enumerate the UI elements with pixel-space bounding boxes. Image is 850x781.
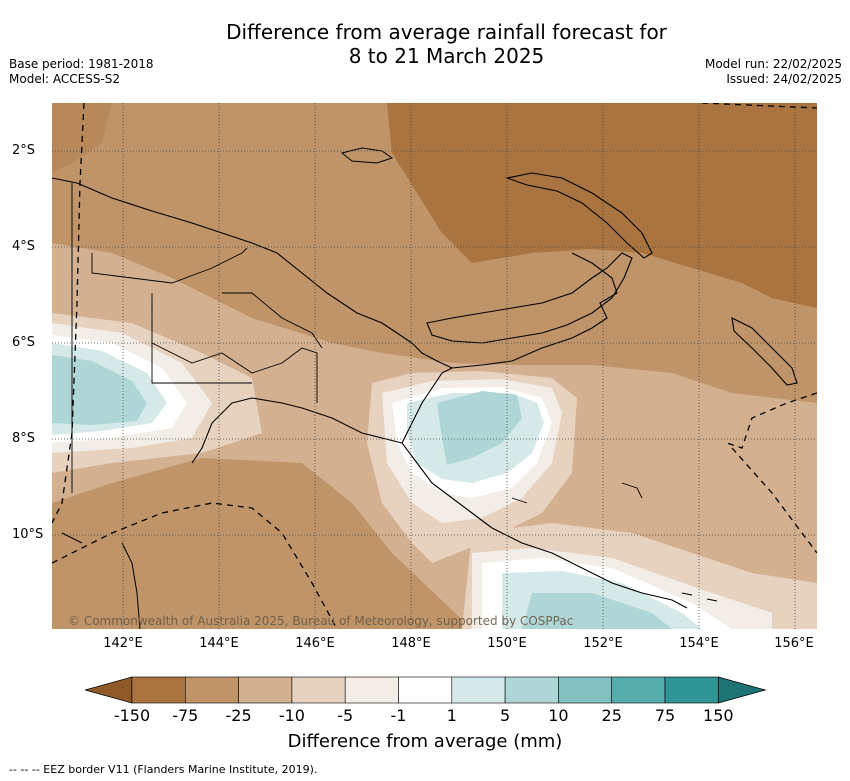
colorbar-segment <box>558 676 612 704</box>
colorbar-tick-label: -5 <box>337 706 354 725</box>
colorbar-tick-label: 150 <box>703 706 734 725</box>
coastline-new-britain <box>426 252 633 344</box>
lat-label: 6°S <box>12 335 36 350</box>
lat-label: 8°S <box>12 431 36 446</box>
title-line-2: 8 to 21 March 2025 <box>348 44 545 68</box>
colorbar-segment <box>131 676 186 704</box>
colorbar-tick-label: -75 <box>172 706 199 725</box>
rainfall-map[interactable] <box>52 103 817 629</box>
colorbar-tick-label: -1 <box>390 706 407 725</box>
province-borders <box>71 183 323 493</box>
coastline-mainland <box>52 177 688 609</box>
colorbar-segment <box>504 676 559 704</box>
shade-dark-ne <box>387 103 817 308</box>
colorbar-arrow-left <box>85 676 133 704</box>
colorbar-tick-label: 25 <box>601 706 622 725</box>
colorbar-tick-label: -10 <box>278 706 305 725</box>
colorbar-segment <box>291 676 346 704</box>
colorbar-segment <box>664 676 719 704</box>
coastline-manus <box>340 147 394 164</box>
lon-label: 146°E <box>295 636 335 651</box>
colorbar-tick-label: -150 <box>113 706 151 725</box>
shade-teal-mid-west <box>52 355 147 425</box>
map-title: Difference from average rainfall forecas… <box>0 20 850 68</box>
colorbar-segment <box>238 676 293 704</box>
colorbar-segment <box>398 676 453 704</box>
lon-label: 152°E <box>583 636 623 651</box>
lon-label: 150°E <box>487 636 527 651</box>
eez-border-south <box>52 502 338 629</box>
issued-text: Issued: 24/02/2025 <box>726 72 842 86</box>
base-period-text: Base period: 1981-2018 <box>9 57 154 71</box>
eez-legend: -- -- -- EEZ border V11 (Flanders Marine… <box>9 763 318 776</box>
coastline-cape-york <box>61 532 141 629</box>
lat-label: 4°S <box>12 239 36 254</box>
coastline-islands-se <box>511 482 718 602</box>
model-text: Model: ACCESS-S2 <box>9 72 121 86</box>
lon-label: 156°E <box>774 636 814 651</box>
lon-label: 142°E <box>103 636 143 651</box>
shade-teal-mid-east <box>437 391 522 465</box>
colorbar-segment <box>611 676 666 704</box>
colorbar-segment <box>185 676 239 704</box>
colorbar-tick-label: 75 <box>654 706 676 725</box>
map-canvas <box>52 103 817 629</box>
title-line-1: Difference from average rainfall forecas… <box>226 20 667 44</box>
lon-label: 148°E <box>391 636 431 651</box>
gridlines <box>52 103 817 629</box>
colorbar-segment <box>344 676 399 704</box>
eez-border-east <box>701 103 817 554</box>
lat-label: 10°S <box>12 527 44 542</box>
colorbar-tick-label: 1 <box>446 706 457 725</box>
coastline-new-ireland <box>504 172 653 259</box>
copyright-notice: © Commonwealth of Australia 2025, Bureau… <box>68 614 574 628</box>
eez-border-west <box>52 103 85 524</box>
colorbar-segment <box>451 676 506 704</box>
colorbar <box>85 676 767 704</box>
model-run-text: Model run: 22/02/2025 <box>704 57 842 71</box>
colorbar-tick-label: -25 <box>225 706 252 725</box>
lon-label: 154°E <box>679 636 719 651</box>
colorbar-arrow-right <box>717 676 767 704</box>
colorbar-title: Difference from average (mm) <box>287 731 563 752</box>
coastline-bougainville <box>731 317 798 386</box>
lat-label: 2°S <box>12 143 36 158</box>
lon-label: 144°E <box>199 636 239 651</box>
colorbar-tick-label: 10 <box>548 706 569 725</box>
colorbar-tick-label: 5 <box>500 706 511 725</box>
meta-left: Base period: 1981-2018 Model: ACCESS-S2 <box>9 57 154 87</box>
meta-right: Model run: 22/02/2025 Issued: 24/02/2025 <box>705 57 842 87</box>
shade-teal-mid-se <box>522 593 672 629</box>
